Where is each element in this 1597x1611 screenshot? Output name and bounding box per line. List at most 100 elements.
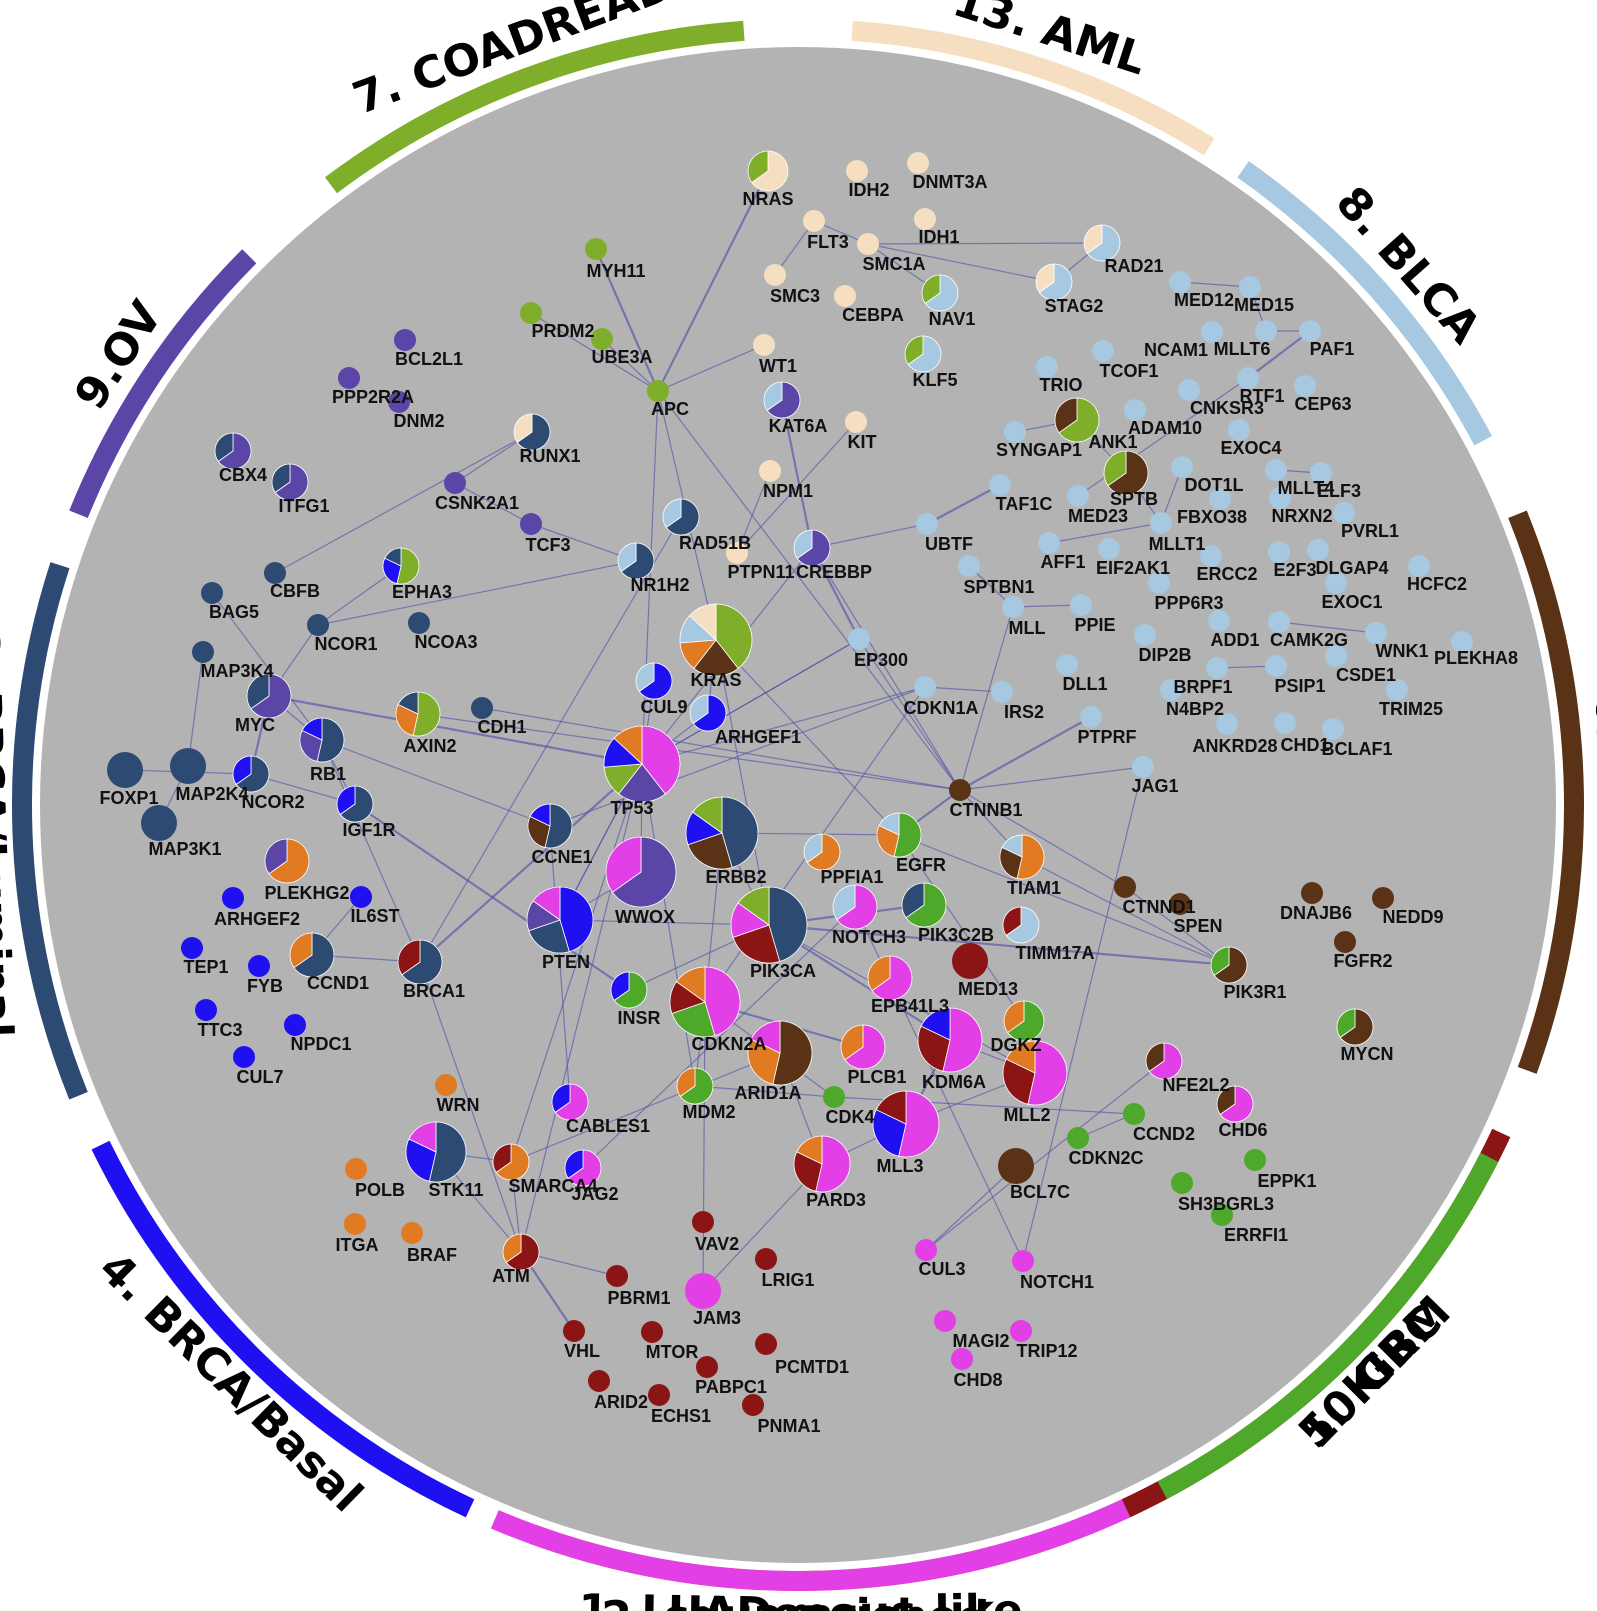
gene-node-NRXN2[interactable]	[1269, 487, 1291, 509]
gene-node-NFE2L2[interactable]	[1145, 1042, 1183, 1080]
gene-node-NCOR1[interactable]	[307, 614, 329, 636]
gene-node-ITFG1[interactable]	[271, 463, 309, 501]
gene-node-CUL3[interactable]	[915, 1239, 937, 1261]
gene-node-PTPRF[interactable]	[1080, 706, 1102, 728]
gene-node-EGFR[interactable]	[876, 812, 922, 858]
gene-node-UBE3A[interactable]	[591, 328, 613, 350]
gene-node-CHD1[interactable]	[1274, 712, 1296, 734]
gene-node-ERBB2[interactable]	[685, 796, 759, 870]
gene-node-ELF3[interactable]	[1310, 462, 1332, 484]
gene-node-KLF5[interactable]	[904, 335, 942, 373]
gene-node-ADAM10[interactable]	[1124, 399, 1146, 421]
gene-node-PABPC1[interactable]	[696, 1356, 718, 1378]
gene-node-CUL7[interactable]	[233, 1046, 255, 1068]
gene-node-CDH1[interactable]	[471, 697, 493, 719]
gene-node-FBXO38[interactable]	[1209, 488, 1231, 510]
gene-node-AFF1[interactable]	[1038, 532, 1060, 554]
gene-node-IDH1[interactable]	[914, 208, 936, 230]
gene-node-BCLAF1[interactable]	[1322, 718, 1344, 740]
gene-node-SPEN[interactable]	[1169, 893, 1191, 915]
gene-node-ARHGEF1[interactable]	[689, 694, 727, 732]
gene-node-MED12[interactable]	[1169, 271, 1191, 293]
gene-node-VHL[interactable]	[563, 1320, 585, 1342]
gene-node-RTF1[interactable]	[1237, 367, 1259, 389]
gene-node-WT1[interactable]	[753, 334, 775, 356]
gene-node-KRAS[interactable]	[679, 603, 753, 677]
gene-node-POLB[interactable]	[345, 1158, 367, 1180]
gene-node-BRAF[interactable]	[401, 1222, 423, 1244]
gene-node-CDKN2A[interactable]	[669, 966, 741, 1038]
gene-node-DNMT3A[interactable]	[907, 152, 929, 174]
gene-node-RAD21[interactable]	[1083, 224, 1121, 262]
gene-node-DOT1L[interactable]	[1171, 456, 1193, 478]
gene-node-NCOA3[interactable]	[408, 612, 430, 634]
gene-node-PRDM2[interactable]	[520, 302, 542, 324]
gene-node-MED15[interactable]	[1239, 276, 1261, 298]
gene-node-CAMK2G[interactable]	[1268, 611, 1290, 633]
gene-node-KDM6A[interactable]	[917, 1007, 983, 1073]
gene-node-WNK1[interactable]	[1365, 622, 1387, 644]
gene-node-JAG1[interactable]	[1132, 756, 1154, 778]
gene-node-STK11[interactable]	[405, 1121, 467, 1183]
gene-node-ITGAL[interactable]	[344, 1213, 366, 1235]
gene-node-IRS2[interactable]	[991, 681, 1013, 703]
gene-node-SMC3[interactable]	[764, 264, 786, 286]
gene-node-VAV2[interactable]	[692, 1211, 714, 1233]
gene-node-CSDE1[interactable]	[1325, 645, 1347, 667]
gene-node-LRIG1[interactable]	[755, 1248, 777, 1270]
gene-node-EP300[interactable]	[848, 628, 870, 650]
gene-node-MAGI2[interactable]	[934, 1310, 956, 1332]
gene-node-RUNX1[interactable]	[513, 413, 551, 451]
gene-node-NCAM1[interactable]	[1201, 321, 1223, 343]
gene-node-TP53[interactable]	[603, 725, 681, 803]
gene-node-CEP63[interactable]	[1294, 375, 1316, 397]
gene-node-NOTCH1[interactable]	[1012, 1250, 1034, 1272]
gene-node-PARD3[interactable]	[793, 1135, 851, 1193]
gene-node-KAT6A[interactable]	[763, 381, 801, 419]
gene-node-DLGAP4[interactable]	[1307, 539, 1329, 561]
gene-node-PTEN[interactable]	[526, 886, 594, 954]
gene-node-BRCA1[interactable]	[397, 939, 443, 985]
gene-node-SYNGAP1[interactable]	[1004, 421, 1026, 443]
gene-node-JAG2[interactable]	[564, 1149, 602, 1187]
gene-node-ANK1[interactable]	[1054, 397, 1100, 443]
gene-node-ECHS1[interactable]	[648, 1384, 670, 1406]
gene-node-SPTBN1[interactable]	[958, 555, 980, 577]
gene-node-DIP2B[interactable]	[1134, 624, 1156, 646]
gene-node-PPP6R3[interactable]	[1148, 572, 1170, 594]
gene-node-NR1H2[interactable]	[617, 542, 655, 580]
gene-node-PSIP1[interactable]	[1265, 655, 1287, 677]
gene-node-STAG2[interactable]	[1035, 263, 1073, 301]
gene-node-MYH11[interactable]	[585, 238, 607, 260]
gene-node-JAM3[interactable]	[685, 1273, 721, 1309]
gene-node-NPDC1[interactable]	[284, 1014, 306, 1036]
gene-node-TRIO[interactable]	[1036, 356, 1058, 378]
gene-node-ERRFI1[interactable]	[1211, 1204, 1233, 1226]
gene-node-PLEKHG2[interactable]	[264, 838, 310, 884]
gene-node-NEDD9[interactable]	[1372, 887, 1394, 909]
gene-node-FGFR2[interactable]	[1334, 931, 1356, 953]
gene-node-MED13[interactable]	[952, 943, 988, 979]
gene-node-CCNE1[interactable]	[527, 803, 573, 849]
gene-node-TRIP12[interactable]	[1010, 1320, 1032, 1342]
gene-node-TCOF1[interactable]	[1092, 340, 1114, 362]
gene-node-FOXP1[interactable]	[107, 752, 143, 788]
gene-node-DLL1[interactable]	[1056, 654, 1078, 676]
gene-node-MYCN[interactable]	[1336, 1008, 1374, 1046]
gene-node-FYB[interactable]	[248, 955, 270, 977]
gene-node-MTOR[interactable]	[641, 1321, 663, 1343]
gene-node-IGF1R[interactable]	[336, 785, 374, 823]
gene-node-APC[interactable]	[647, 380, 669, 402]
gene-node-PVRL1[interactable]	[1333, 502, 1355, 524]
gene-node-ERCC2[interactable]	[1200, 545, 1222, 567]
gene-node-EXOC1[interactable]	[1325, 572, 1347, 594]
gene-node-ANKRD28[interactable]	[1216, 713, 1238, 735]
gene-node-TIMM17A[interactable]	[1002, 906, 1040, 944]
gene-node-CEBPA[interactable]	[834, 285, 856, 307]
gene-node-WWOX[interactable]	[605, 836, 677, 908]
gene-node-ARID1A[interactable]	[747, 1020, 813, 1086]
gene-node-CABLES1[interactable]	[551, 1083, 589, 1121]
gene-node-MDM2[interactable]	[676, 1067, 714, 1105]
gene-node-MLLT6[interactable]	[1255, 320, 1277, 342]
gene-node-RB1[interactable]	[299, 717, 345, 763]
